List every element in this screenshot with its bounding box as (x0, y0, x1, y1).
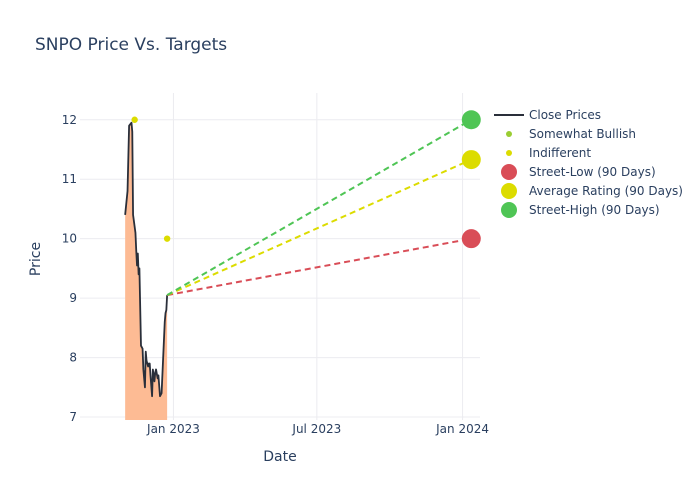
target-line (166, 237, 472, 297)
target-lines (166, 118, 472, 297)
legend-item[interactable]: Close Prices (494, 108, 601, 122)
legend-marker-swatch (501, 164, 517, 180)
target-marker (461, 110, 481, 130)
legend-item[interactable]: Somewhat Bullish (506, 127, 636, 141)
markers (131, 110, 481, 249)
legend-item[interactable]: Indifferent (506, 146, 591, 160)
x-tick-label: Jan 2023 (146, 422, 200, 436)
legend-label: Indifferent (529, 146, 591, 160)
legend-dot-swatch (506, 131, 512, 137)
legend-dot-swatch (506, 150, 512, 156)
x-axis-title: Date (263, 449, 296, 465)
target-marker (461, 229, 481, 249)
y-tick-label: 9 (69, 291, 77, 305)
x-tick-label: Jul 2023 (291, 422, 341, 436)
close-price-fill (125, 122, 168, 421)
legend-label: Street-High (90 Days) (529, 203, 660, 217)
close-price-line (124, 121, 169, 398)
x-axis-ticks: Jan 2023 Jul 2023 Jan 2024 (146, 422, 489, 436)
legend-item[interactable]: Street-Low (90 Days) (501, 164, 656, 180)
target-line (166, 158, 472, 297)
legend-item[interactable]: Average Rating (90 Days) (501, 183, 683, 199)
close-price-line-group (124, 121, 169, 398)
y-tick-label: 12 (62, 113, 77, 127)
y-tick-label: 10 (62, 232, 77, 246)
plot-area (80, 93, 481, 421)
close-price-area (125, 122, 168, 421)
legend-marker-swatch (501, 202, 517, 218)
y-tick-label: 7 (69, 410, 77, 424)
y-tick-label: 8 (69, 351, 77, 365)
target-line (166, 118, 472, 297)
legend-label: Street-Low (90 Days) (529, 165, 656, 179)
rating-marker (131, 116, 138, 123)
chart-title: SNPO Price Vs. Targets (35, 35, 227, 55)
y-axis-title: Price (28, 242, 44, 276)
legend-label: Average Rating (90 Days) (529, 184, 683, 198)
legend-label: Somewhat Bullish (529, 127, 636, 141)
rating-marker (163, 235, 171, 242)
y-axis-ticks: 7 8 9 10 11 12 (62, 113, 77, 424)
x-tick-label: Jan 2024 (435, 422, 489, 436)
legend-item[interactable]: Street-High (90 Days) (501, 202, 660, 218)
y-tick-label: 11 (62, 172, 77, 186)
legend-marker-swatch (501, 183, 517, 199)
target-marker (461, 150, 481, 170)
legend[interactable]: Close Prices Somewhat Bullish Indifferent S… (494, 108, 683, 218)
legend-label: Close Prices (529, 108, 601, 122)
